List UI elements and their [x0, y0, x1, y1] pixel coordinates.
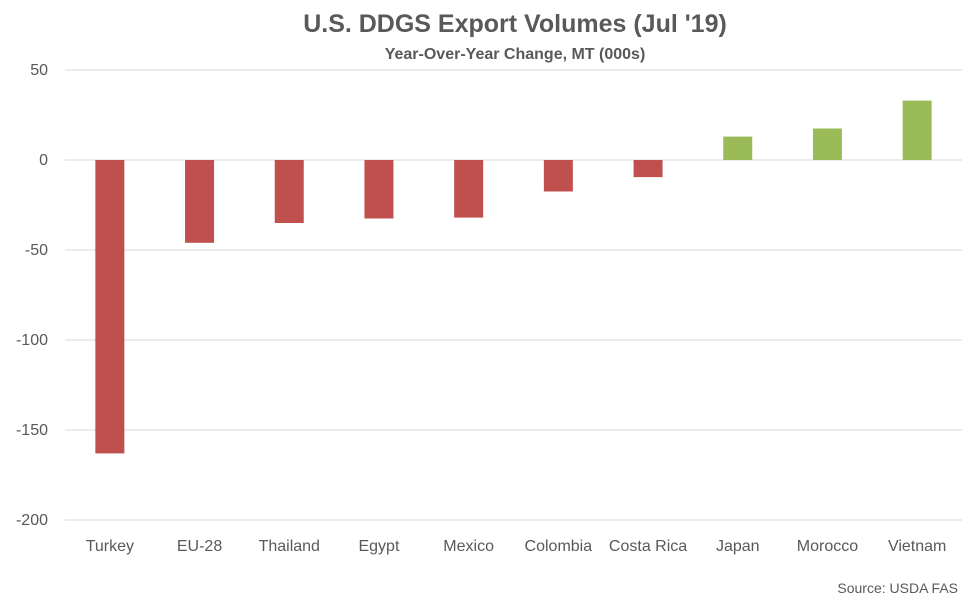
x-tick-label: Costa Rica: [609, 538, 687, 555]
chart-subtitle: Year-Over-Year Change, MT (000s): [385, 46, 646, 63]
y-tick-label: 0: [39, 152, 48, 169]
source-note: Source: USDA FAS: [837, 580, 958, 596]
bar-colombia: [543, 160, 573, 192]
x-tick-label: Japan: [716, 538, 760, 555]
y-tick-label: -150: [16, 422, 48, 439]
y-tick-label: -200: [16, 512, 48, 529]
x-tick-label: EU-28: [177, 538, 222, 555]
y-tick-label: -100: [16, 332, 48, 349]
x-tick-label: Turkey: [86, 538, 134, 555]
bar-japan: [723, 136, 753, 160]
x-tick-label: Vietnam: [888, 538, 946, 555]
gridlines: [65, 69, 962, 521]
x-tick-label: Morocco: [797, 538, 858, 555]
bar-turkey: [95, 160, 125, 454]
x-tick-label: Colombia: [525, 538, 593, 555]
y-tick-label: 50: [30, 62, 48, 79]
x-axis-labels: Turkey EU-28 Thailand Egypt Mexico Colombia Co…: [86, 538, 947, 555]
bar-costa-rica: [633, 160, 663, 178]
y-axis-ticks: 50 0 -50 -100 -150 -200: [16, 62, 48, 529]
bar-morocco: [812, 128, 842, 160]
bar-egypt: [364, 160, 394, 219]
x-tick-label: Thailand: [259, 538, 320, 555]
y-tick-label: -50: [25, 242, 48, 259]
x-tick-label: Egypt: [358, 538, 399, 555]
bar-eu-28: [185, 160, 215, 243]
bar-vietnam: [902, 100, 932, 160]
bar-mexico: [454, 160, 484, 218]
bar-thailand: [274, 160, 304, 223]
bars: [95, 100, 932, 454]
chart-title: U.S. DDGS Export Volumes (Jul '19): [303, 10, 727, 38]
x-tick-label: Mexico: [443, 538, 494, 555]
